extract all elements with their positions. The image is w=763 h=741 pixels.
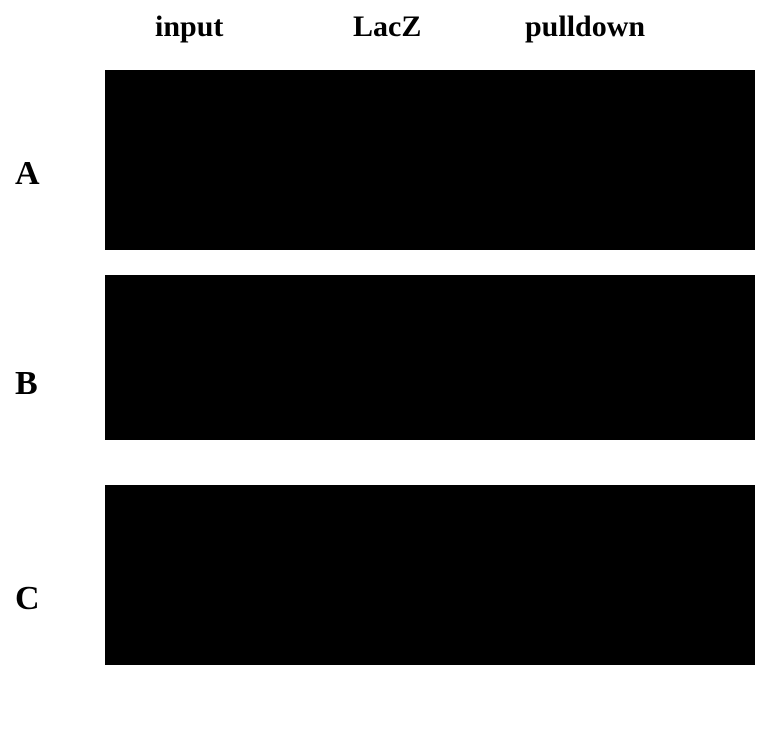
column-header-pulldown: pulldown — [525, 10, 645, 44]
row-label-b: B — [15, 365, 38, 403]
blot-panel-b — [105, 275, 755, 440]
row-label-a: A — [15, 155, 40, 193]
row-label-c: C — [15, 580, 40, 618]
column-header-lacz: LacZ — [353, 10, 421, 44]
blot-panel-a — [105, 70, 755, 250]
column-header-input: input — [155, 10, 223, 44]
blot-panel-c — [105, 485, 755, 665]
